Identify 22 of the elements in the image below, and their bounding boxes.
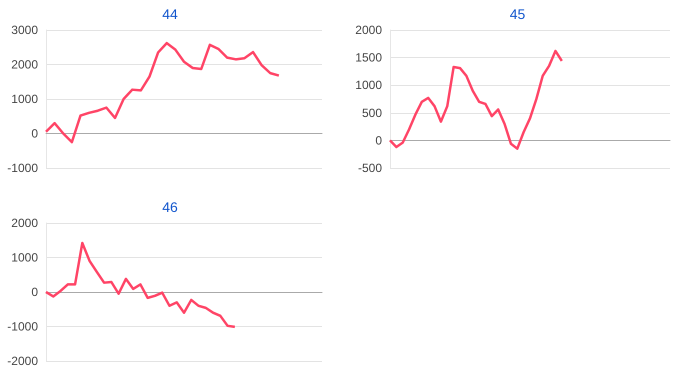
line-series — [44, 242, 236, 328]
y-tick-label: 500 — [362, 106, 382, 120]
y-tick-label: -1000 — [7, 320, 38, 334]
chart-title: 46 — [162, 199, 178, 215]
y-tick-label: 0 — [31, 285, 38, 299]
y-tick-label: 1000 — [11, 250, 38, 264]
y-tick-label: 1000 — [11, 92, 38, 106]
y-tick-label: -1000 — [7, 161, 38, 175]
line-series — [388, 50, 564, 150]
y-tick-label: -2000 — [7, 354, 38, 368]
y-tick-label: 1500 — [355, 50, 382, 65]
y-tick-label: 3000 — [11, 23, 38, 37]
line-series — [44, 42, 280, 144]
chart-title: 44 — [162, 6, 178, 22]
y-tick-label: -500 — [358, 161, 382, 175]
chart-title: 45 — [510, 6, 526, 22]
y-tick-label: 0 — [375, 133, 382, 148]
y-tick-label: 2000 — [355, 23, 382, 37]
y-tick-label: 2000 — [11, 58, 38, 72]
y-tick-label: 0 — [31, 126, 38, 140]
y-tick-label: 1000 — [355, 78, 382, 92]
y-tick-label: 2000 — [11, 216, 38, 230]
